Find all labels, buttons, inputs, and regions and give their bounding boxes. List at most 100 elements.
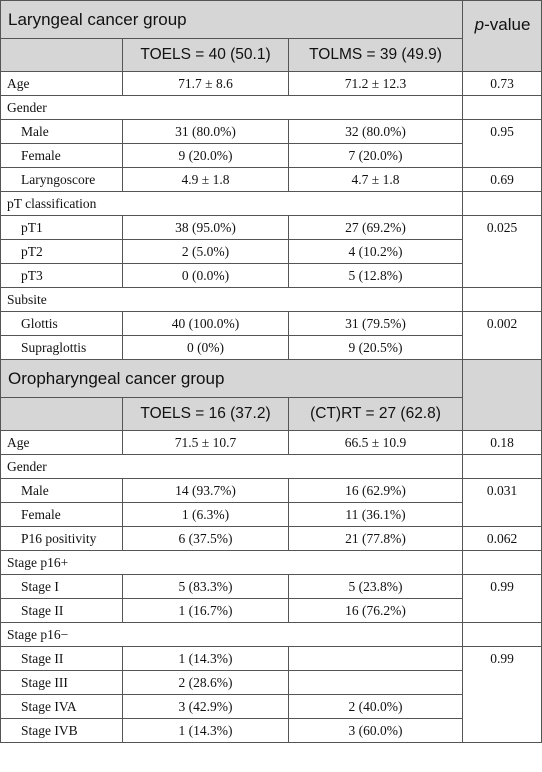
row-label: P16 positivity <box>0 526 123 551</box>
cell-value: 21 (77.8%) <box>287 526 464 551</box>
table-row: Stage IVA 3 (42.9%) 2 (40.0%) <box>0 694 542 719</box>
p-value: 0.18 <box>462 430 542 455</box>
table-row: Female 9 (20.0%) 7 (20.0%) <box>0 143 542 168</box>
table-row: Male 31 (80.0%) 32 (80.0%) 0.95 <box>0 119 542 168</box>
empty-cell <box>462 622 542 647</box>
cell-value: 40 (100.0%) <box>122 311 289 336</box>
row-label: Male <box>0 478 123 503</box>
laryngeal-col2-header: TOLMS = 39 (49.9) <box>287 38 464 72</box>
table-row: Stage I 5 (83.3%) 5 (23.8%) 0.99 <box>0 574 542 623</box>
oropharyngeal-col2-header: (CT)RT = 27 (62.8) <box>287 397 464 431</box>
cell-value: 2 (5.0%) <box>122 239 289 264</box>
p-value: 0.99 <box>462 646 542 743</box>
empty-cell <box>462 95 542 120</box>
row-label: Glottis <box>0 311 123 336</box>
p-value: 0.95 <box>462 119 542 168</box>
cell-value: 11 (36.1%) <box>287 502 464 527</box>
cell-value: 32 (80.0%) <box>287 119 464 144</box>
table-row: Age 71.5 ± 10.7 66.5 ± 10.9 0.18 <box>0 430 542 455</box>
cell-value: 5 (83.3%) <box>122 574 289 599</box>
row-label: Female <box>0 143 123 168</box>
row-label: Male <box>0 119 123 144</box>
row-label: pT1 <box>0 215 123 240</box>
cell-value <box>287 670 464 695</box>
cell-value: 16 (76.2%) <box>287 598 464 623</box>
table-row: Supraglottis 0 (0%) 9 (20.5%) <box>0 335 542 360</box>
empty-cell <box>462 191 542 216</box>
table-row: P16 positivity 6 (37.5%) 21 (77.8%) 0.06… <box>0 526 542 551</box>
p-value: 0.69 <box>462 167 542 192</box>
p-value: 0.99 <box>462 574 542 623</box>
p-value-header-italic: p <box>474 15 485 34</box>
cell-value: 0 (0.0%) <box>122 263 289 288</box>
row-label: Stage II <box>0 598 123 623</box>
oropharyngeal-group-header: Oropharyngeal cancer group <box>0 359 542 431</box>
cell-value: 7 (20.0%) <box>287 143 464 168</box>
cell-value: 71.5 ± 10.7 <box>122 430 289 455</box>
row-label: Stage I <box>0 574 123 599</box>
cell-value: 3 (60.0%) <box>287 718 464 743</box>
row-label: Stage IVA <box>0 694 123 719</box>
empty-header-cell <box>0 38 123 72</box>
cell-value: 31 (80.0%) <box>122 119 289 144</box>
row-label: Age <box>0 71 123 96</box>
laryngeal-group-title: Laryngeal cancer group <box>0 0 464 39</box>
cell-value: 2 (40.0%) <box>287 694 464 719</box>
table-row: pT1 38 (95.0%) 27 (69.2%) 0.025 <box>0 215 542 288</box>
p-value: 0.062 <box>462 526 542 551</box>
empty-cell <box>462 454 542 479</box>
table-row: pT2 2 (5.0%) 4 (10.2%) <box>0 239 542 264</box>
oropharyngeal-column-headers: TOELS = 16 (37.2) (CT)RT = 27 (62.8) <box>0 397 542 431</box>
table-row: pT3 0 (0.0%) 5 (12.8%) <box>0 263 542 288</box>
cell-value: 4.7 ± 1.8 <box>287 167 464 192</box>
section-row: Gender <box>0 95 542 120</box>
laryngeal-column-headers: TOELS = 40 (50.1) TOLMS = 39 (49.9) <box>0 38 542 72</box>
cell-value: 1 (14.3%) <box>122 718 289 743</box>
cell-value <box>287 646 464 671</box>
table-row: Stage II 1 (16.7%) 16 (76.2%) <box>0 598 542 623</box>
section-label: Gender <box>0 95 464 120</box>
cell-value: 14 (93.7%) <box>122 478 289 503</box>
p-value-header-rest: -value <box>484 15 531 34</box>
section-row: Subsite <box>0 287 542 312</box>
empty-header-cell <box>462 359 542 431</box>
row-label: pT2 <box>0 239 123 264</box>
empty-cell <box>462 287 542 312</box>
laryngeal-col1-header: TOELS = 40 (50.1) <box>122 38 289 72</box>
cell-value: 0 (0%) <box>122 335 289 360</box>
section-row: Stage p16− <box>0 622 542 647</box>
table-row: Female 1 (6.3%) 11 (36.1%) <box>0 502 542 527</box>
section-label: pT classification <box>0 191 464 216</box>
cell-value: 1 (14.3%) <box>122 646 289 671</box>
cell-value: 9 (20.5%) <box>287 335 464 360</box>
section-label: Gender <box>0 454 464 479</box>
comparison-table: Laryngeal cancer group p-value TOELS = 4… <box>0 0 542 743</box>
oropharyngeal-col1-header: TOELS = 16 (37.2) <box>122 397 289 431</box>
cell-value: 16 (62.9%) <box>287 478 464 503</box>
section-row: Gender <box>0 454 542 479</box>
cell-value: 4 (10.2%) <box>287 239 464 264</box>
cell-value: 38 (95.0%) <box>122 215 289 240</box>
cell-value: 27 (69.2%) <box>287 215 464 240</box>
cell-value: 71.7 ± 8.6 <box>122 71 289 96</box>
cell-value: 3 (42.9%) <box>122 694 289 719</box>
cell-value: 5 (12.8%) <box>287 263 464 288</box>
section-row: Stage p16+ <box>0 550 542 575</box>
cell-value: 1 (16.7%) <box>122 598 289 623</box>
row-label: Age <box>0 430 123 455</box>
table-row: Glottis 40 (100.0%) 31 (79.5%) 0.002 <box>0 311 542 360</box>
section-label: Subsite <box>0 287 464 312</box>
cell-value: 2 (28.6%) <box>122 670 289 695</box>
row-label: pT3 <box>0 263 123 288</box>
empty-header-cell <box>0 397 123 431</box>
section-row: pT classification <box>0 191 542 216</box>
oropharyngeal-group-title: Oropharyngeal cancer group <box>0 359 464 398</box>
section-label: Stage p16+ <box>0 550 464 575</box>
row-label: Laryngoscore <box>0 167 123 192</box>
table-row: Age 71.7 ± 8.6 71.2 ± 12.3 0.73 <box>0 71 542 96</box>
cell-value: 6 (37.5%) <box>122 526 289 551</box>
cell-value: 31 (79.5%) <box>287 311 464 336</box>
row-label: Female <box>0 502 123 527</box>
row-label: Stage III <box>0 670 123 695</box>
laryngeal-group-header: Laryngeal cancer group p-value <box>0 0 542 72</box>
